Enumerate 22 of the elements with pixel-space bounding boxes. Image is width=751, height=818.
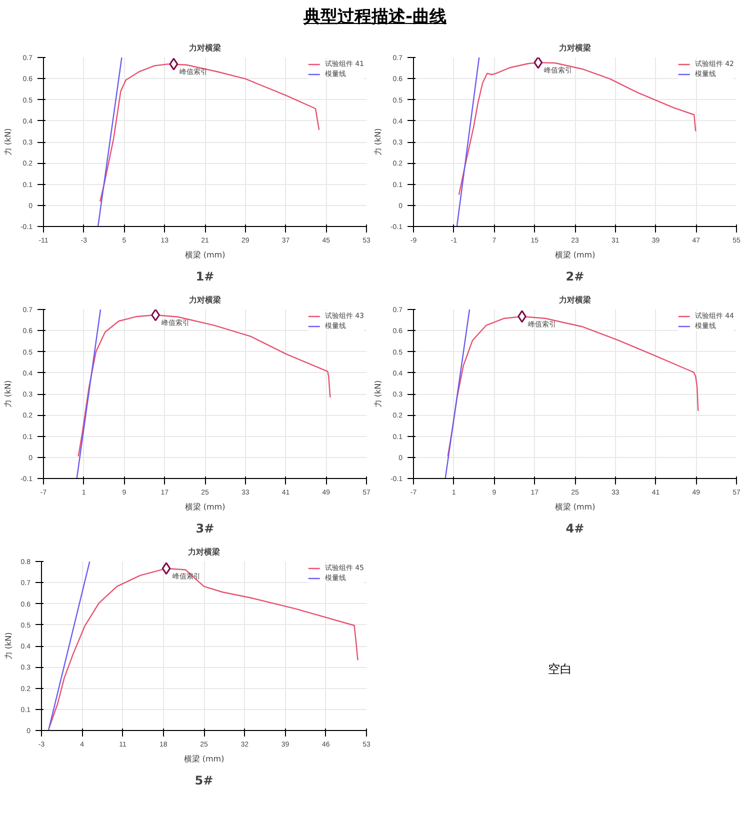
text: 2# — [566, 270, 584, 284]
chart-title: 力对横梁 — [188, 42, 221, 52]
y-axis-title: 力 (kN) — [3, 128, 12, 156]
chart-title: 力对横梁 — [558, 294, 591, 304]
x-axis-title: 横梁 (mm) — [184, 250, 226, 260]
text: 5# — [194, 774, 214, 788]
text: 空白 — [547, 661, 573, 678]
x-axis-title: 横梁 (mm) — [184, 502, 226, 512]
x-axis-title: 横梁 (mm) — [554, 250, 596, 260]
chart-title: 力对横梁 — [558, 42, 591, 52]
y-axis-title: 力 (kN) — [4, 632, 13, 660]
y-axis-title: 力 (kN) — [3, 380, 12, 408]
x-axis-title: 横梁 (mm) — [554, 502, 596, 512]
x-axis-title: 横梁 (mm) — [184, 754, 224, 764]
chart-title: 力对横梁 — [188, 294, 221, 304]
text: 3# — [196, 522, 214, 536]
text: 1# — [196, 270, 214, 284]
chart-title: 力对横梁 — [187, 546, 220, 556]
y-axis-title: 力 (kN) — [373, 128, 382, 156]
text: 4# — [566, 522, 584, 536]
text: 典型过程描述-曲线 — [302, 6, 448, 29]
y-axis-title: 力 (kN) — [373, 380, 382, 408]
